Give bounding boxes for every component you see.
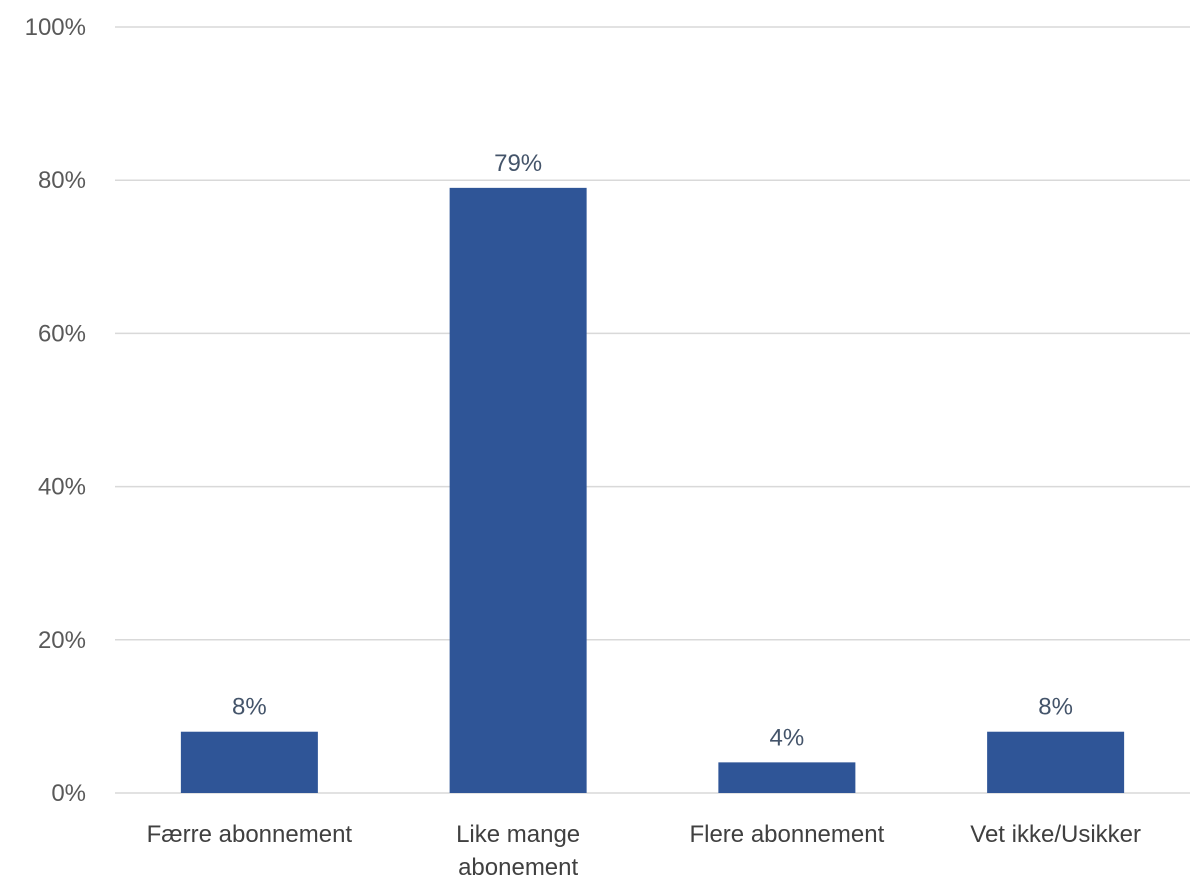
x-category-label: Vet ikke/Usikker — [970, 821, 1141, 848]
data-labels: 8% 79% 4% 8% — [232, 150, 1073, 751]
bar — [718, 762, 856, 793]
x-category-label: Like mange abonement — [456, 821, 580, 881]
y-tick-label: 80% — [38, 167, 86, 194]
y-tick-label: 100% — [25, 14, 86, 41]
bar — [987, 731, 1125, 793]
category-labels: Færre abonnement Like mange abonement Flere… — [147, 821, 1141, 881]
data-label: 4% — [770, 724, 805, 751]
x-category-label-line: Flere abonnement — [689, 821, 884, 848]
y-tick-label: 40% — [38, 474, 86, 501]
data-label: 8% — [1038, 694, 1073, 721]
y-tick-label: 60% — [38, 320, 86, 347]
x-category-label-line: Færre abonnement — [147, 821, 353, 848]
bar — [449, 187, 587, 794]
data-label: 8% — [232, 694, 267, 721]
x-category-label: Flere abonnement — [689, 821, 884, 848]
x-category-label-line: abonement — [458, 854, 578, 881]
y-tick-label: 20% — [38, 627, 86, 654]
y-tick-label: 0% — [51, 780, 86, 807]
bars — [180, 187, 1125, 794]
x-category-label: Færre abonnement — [147, 821, 353, 848]
x-category-label-line: Like mange — [456, 821, 580, 848]
bar — [180, 731, 318, 793]
x-category-label-line: Vet ikke/Usikker — [970, 821, 1141, 848]
gridlines — [115, 26, 1190, 794]
y-axis-ticks: 0% 20% 40% 60% 80% 100% — [25, 14, 86, 807]
data-label: 79% — [494, 150, 542, 177]
